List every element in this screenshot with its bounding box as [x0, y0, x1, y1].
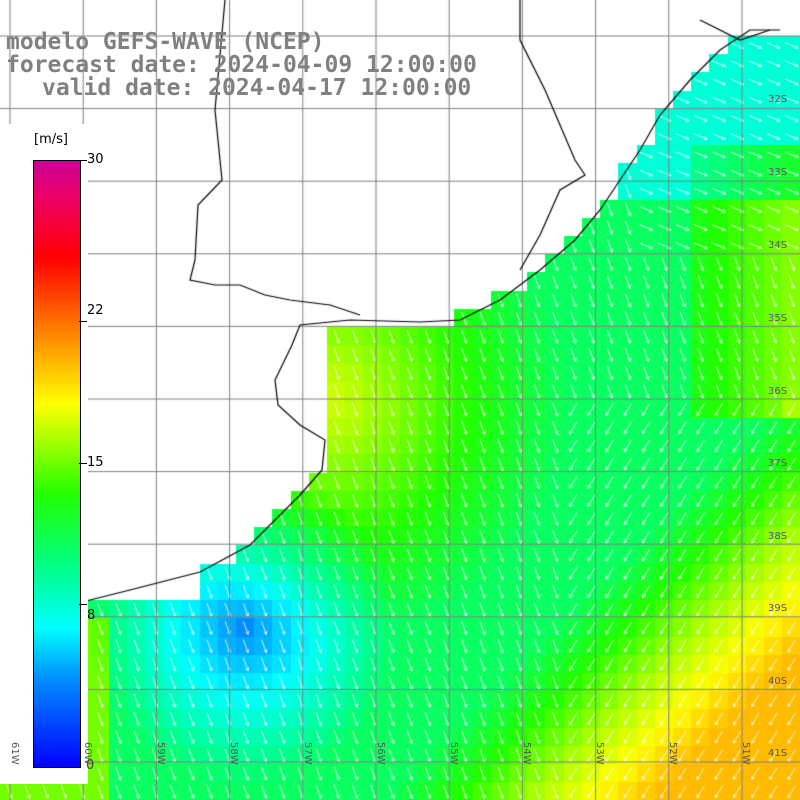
lon-label-60w: 60W — [82, 742, 93, 765]
legend-tick-mark — [79, 160, 87, 161]
lat-label-39s: 39S — [768, 603, 788, 614]
lat-label-32s: 32S — [768, 94, 788, 105]
lon-label-52w: 52W — [667, 742, 678, 765]
legend-unit: [m/s] — [34, 132, 68, 147]
lon-label-61w: 61W — [9, 742, 20, 765]
lon-label-54w: 54W — [521, 742, 532, 765]
lat-label-38s: 38S — [768, 531, 788, 542]
lon-label-51w: 51W — [740, 742, 751, 765]
legend-tick-0: 0 — [86, 758, 95, 773]
lat-label-36s: 36S — [768, 386, 788, 397]
lon-label-55w: 55W — [448, 742, 459, 765]
legend-tick-22: 22 — [87, 303, 104, 318]
lat-label-37s: 37S — [768, 458, 788, 469]
legend-tick-mark — [79, 463, 87, 464]
title-forecast-date: forecast date: 2024-04-09 12:00:00 — [6, 52, 477, 78]
lat-label-40s: 40S — [768, 676, 788, 687]
lon-label-56w: 56W — [375, 742, 386, 765]
legend-tick-30: 30 — [87, 152, 104, 167]
legend-tick-8: 8 — [87, 608, 96, 623]
lon-label-58w: 58W — [228, 742, 239, 765]
color-scale-bar — [33, 160, 81, 768]
lon-label-59w: 59W — [155, 742, 166, 765]
lon-label-53w: 53W — [594, 742, 605, 765]
lat-label-41s: 41S — [768, 748, 788, 759]
title-valid-date: valid date: 2024-04-17 12:00:00 — [42, 75, 472, 101]
lat-label-34s: 34S — [768, 240, 788, 251]
lon-label-57w: 57W — [302, 742, 313, 765]
title-model: modelo GEFS-WAVE (NCEP) — [6, 29, 325, 55]
lat-label-33s: 33S — [768, 167, 788, 178]
legend-tick-mark — [79, 604, 87, 605]
lat-label-35s: 35S — [768, 313, 788, 324]
legend-tick-mark — [79, 321, 87, 322]
legend-tick-15: 15 — [87, 455, 104, 470]
